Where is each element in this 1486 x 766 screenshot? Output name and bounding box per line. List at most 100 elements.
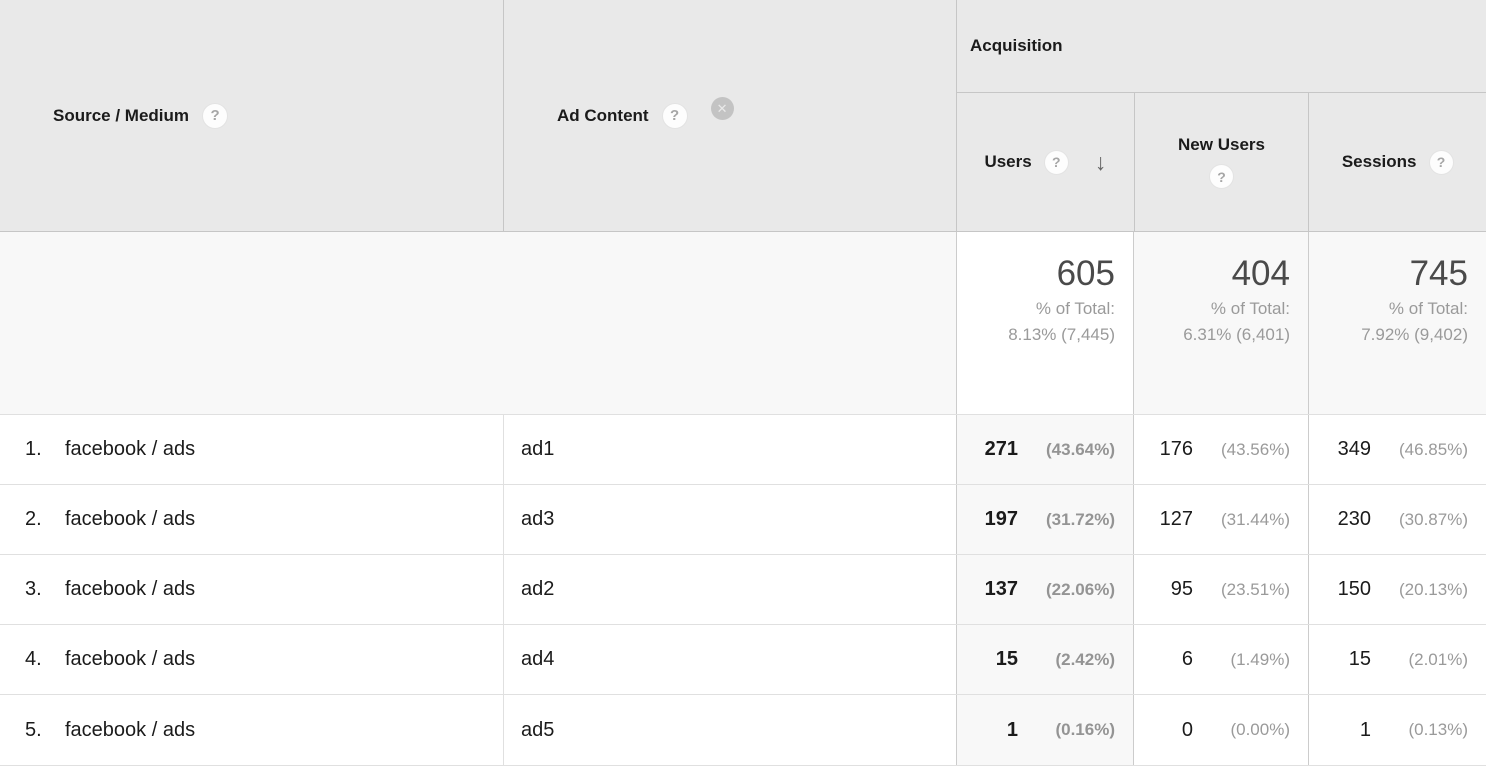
sessions-value: 349 [1337,438,1371,460]
new-users-cell: 95 (23.51%) [1133,555,1308,624]
sessions-percent: (30.87%) [1399,509,1468,529]
help-icon[interactable]: ? [202,102,229,129]
table-row: 2. facebook / ads ad3 197 (31.72%) 127 (… [0,485,1486,555]
summary-users-pct-label: % of Total: [1035,299,1115,318]
summary-new-users-pct-label: % of Total: [1210,299,1290,318]
summary-sessions: 745 % of Total: 7.92% (9,402) [1308,232,1486,414]
source-medium-value: facebook / ads [65,718,196,741]
ad-content-value: ad3 [521,508,555,530]
summary-new-users-value: 404 [1231,254,1290,293]
row-index: 3. [25,578,42,600]
new-users-cell: 0 (0.00%) [1133,695,1308,765]
summary-users-value: 605 [1056,254,1115,293]
summary-sessions-pct-label: % of Total: [1388,299,1468,318]
ad-content-value: ad1 [521,438,555,460]
source-medium-value: facebook / ads [65,438,196,460]
table-row: 1. facebook / ads ad1 271 (43.64%) 176 (… [0,415,1486,485]
ad-content-cell: ad2 [503,555,956,624]
ad-content-cell: ad3 [503,485,956,554]
table-row: 4. facebook / ads ad4 15 (2.42%) 6 (1.49… [0,625,1486,695]
table-row: 5. facebook / ads ad5 1 (0.16%) 0 (0.00%… [0,695,1486,766]
source-medium-value: facebook / ads [65,508,196,530]
source-medium-cell: 5. facebook / ads [0,695,503,765]
sessions-percent: (20.13%) [1399,579,1468,599]
source-medium-label: Source / Medium [53,105,190,125]
new-users-value: 0 [1181,718,1193,741]
users-cell: 271 (43.64%) [956,415,1133,484]
users-cell: 197 (31.72%) [956,485,1133,554]
column-header-source-medium[interactable]: Source / Medium ? [0,0,503,231]
source-medium-cell: 2. facebook / ads [0,485,503,554]
table-header: Source / Medium ? Ad Content ? ✕ Acquisi… [0,0,1486,232]
users-label: Users [984,152,1032,171]
ad-content-cell: ad5 [503,695,956,765]
users-value: 15 [995,648,1018,670]
table-row: 3. facebook / ads ad2 137 (22.06%) 95 (2… [0,555,1486,625]
users-value: 271 [984,438,1018,460]
ad-content-value: ad4 [521,648,555,670]
new-users-percent: (23.51%) [1221,579,1290,599]
sort-descending-icon[interactable]: ↓ [1094,148,1107,175]
help-icon[interactable]: ? [661,102,688,129]
column-header-ad-content[interactable]: Ad Content ? ✕ [503,0,956,231]
column-header-sessions[interactable]: Sessions ? [1308,93,1486,231]
users-percent: (22.06%) [1046,579,1115,599]
users-percent: (2.42%) [1055,649,1115,669]
summary-new-users-pct-value: 6.31% (6,401) [1183,325,1290,344]
source-medium-value: facebook / ads [65,648,196,670]
new-users-cell: 176 (43.56%) [1133,415,1308,484]
summary-sessions-pct-value: 7.92% (9,402) [1361,325,1468,344]
row-index: 1. [25,438,42,460]
sessions-value: 15 [1348,648,1371,670]
users-value: 1 [1006,718,1018,741]
summary-row: 605 % of Total: 8.13% (7,445) 404 % of T… [0,232,1486,415]
summary-users: 605 % of Total: 8.13% (7,445) [956,232,1133,414]
row-index: 2. [25,508,42,530]
new-users-value: 95 [1170,578,1193,600]
row-index: 5. [25,718,42,741]
help-icon[interactable]: ? [1043,149,1069,175]
metric-subheaders: Users ? ↓ New Users ? Sessions ? [957,93,1486,231]
column-header-new-users[interactable]: New Users ? [1133,93,1309,231]
users-value: 137 [984,578,1018,600]
summary-empty-cell [0,232,956,414]
sessions-value: 230 [1337,508,1371,530]
users-percent: (31.72%) [1046,509,1115,529]
new-users-percent: (0.00%) [1230,720,1290,739]
new-users-cell: 6 (1.49%) [1133,625,1308,694]
new-users-value: 127 [1159,508,1193,530]
new-users-label: New Users [1178,135,1265,154]
users-value: 197 [984,508,1018,530]
sessions-cell: 150 (20.13%) [1308,555,1486,624]
help-icon[interactable]: ? [1209,164,1234,189]
summary-new-users: 404 % of Total: 6.31% (6,401) [1133,232,1308,414]
sessions-cell: 15 (2.01%) [1308,625,1486,694]
group-header-acquisition: Acquisition [957,0,1486,93]
source-medium-cell: 3. facebook / ads [0,555,503,624]
users-cell: 1 (0.16%) [956,695,1133,765]
ad-content-value: ad5 [521,718,555,741]
metrics-header-group: Acquisition Users ? ↓ New Users ? Sessio… [956,0,1486,231]
ad-content-cell: ad1 [503,415,956,484]
users-cell: 15 (2.42%) [956,625,1133,694]
new-users-value: 176 [1159,438,1193,460]
summary-sessions-value: 745 [1409,254,1468,293]
sessions-label: Sessions [1341,152,1417,171]
new-users-percent: (1.49%) [1230,649,1290,669]
remove-dimension-icon[interactable]: ✕ [710,97,734,120]
sessions-cell: 349 (46.85%) [1308,415,1486,484]
new-users-percent: (43.56%) [1221,439,1290,459]
ad-content-label: Ad Content [557,105,649,125]
sessions-value: 1 [1359,718,1371,741]
users-percent: (43.64%) [1046,439,1115,459]
new-users-percent: (31.44%) [1221,509,1290,529]
sessions-percent: (0.13%) [1408,720,1468,739]
column-header-users[interactable]: Users ? ↓ [957,93,1134,231]
users-cell: 137 (22.06%) [956,555,1133,624]
ad-content-cell: ad4 [503,625,956,694]
sessions-cell: 230 (30.87%) [1308,485,1486,554]
help-icon[interactable]: ? [1428,149,1454,175]
ad-content-value: ad2 [521,578,555,600]
sessions-cell: 1 (0.13%) [1308,695,1486,765]
